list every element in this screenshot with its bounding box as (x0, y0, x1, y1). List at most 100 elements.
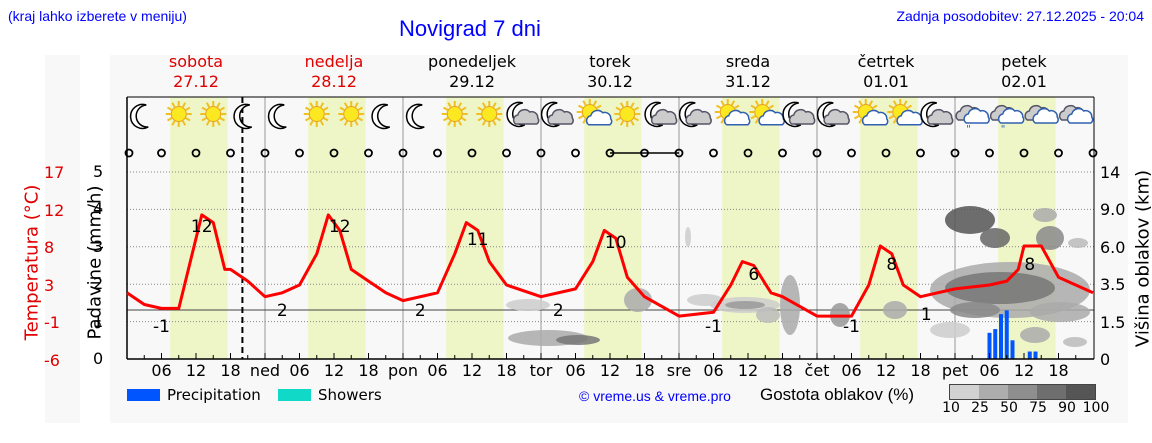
last-update: Zadnja posodobitev: 27.12.2025 - 20:04 (896, 8, 1144, 24)
temp-annotation: -1 (843, 317, 860, 337)
wind-marker (433, 148, 442, 158)
x-tick: 18 (772, 361, 793, 380)
x-tick: 06 (427, 361, 448, 380)
x-tick: 06 (289, 361, 310, 380)
cloud-height-tick: 1.5 (1100, 312, 1126, 332)
precipitation-bar (987, 332, 992, 359)
day-date: 30.12 (587, 72, 633, 91)
x-tick: ned (249, 361, 281, 380)
wind-marker (916, 148, 925, 158)
temp-annotation: 1 (921, 305, 932, 325)
sun-cloud-icon (576, 99, 613, 126)
sun-icon (200, 101, 227, 127)
wind-marker (329, 148, 339, 158)
precip-tick: 5 (93, 162, 104, 181)
moon-icon (233, 103, 253, 130)
moon-cloud-icon (506, 101, 540, 128)
wind-marker (950, 148, 960, 158)
cloud-density-area (506, 299, 550, 311)
wind-marker (881, 148, 891, 158)
day-name: sreda (725, 52, 771, 71)
cloud-density-area (685, 227, 691, 247)
wind-marker (124, 148, 134, 158)
cloud-height-tick: 3.5 (1100, 275, 1126, 295)
x-tick: čet (804, 361, 830, 380)
temp-axis-title: Temperatura (°C) (21, 184, 43, 341)
x-tick: pon (387, 361, 419, 380)
cloud-density-tick: 25 (971, 400, 989, 416)
temp-tick: -1 (44, 313, 60, 332)
page-title: Novigrad 7 dni (399, 16, 541, 41)
x-tick: pet (941, 361, 969, 380)
x-tick: 18 (496, 361, 517, 380)
x-tick: 12 (599, 361, 621, 380)
sun-icon (614, 101, 641, 127)
x-tick: 12 (461, 361, 483, 380)
cloud-density-label: Gostota oblakov (%) (760, 385, 915, 404)
temp-tick: 3 (44, 275, 55, 295)
precipitation-bar (1033, 351, 1038, 359)
x-tick: 06 (841, 361, 862, 380)
x-tick: tor (529, 361, 553, 380)
x-tick: 12 (185, 361, 207, 380)
precip-tick: 2 (93, 274, 104, 294)
cloud-rain-icon: " (955, 104, 990, 135)
cloud-density-scale (949, 384, 1096, 400)
cloud-icon (1058, 104, 1094, 124)
day-header-5: četrtek 01.01 (817, 52, 955, 92)
moon-icon (405, 103, 425, 130)
wind-marker (191, 148, 201, 158)
cloud-density-area (1036, 226, 1064, 250)
moon-icon (267, 103, 287, 130)
sun-cloud-icon (749, 99, 785, 126)
day-header-2: ponedeljek 29.12 (403, 52, 541, 92)
cloud-density-area (624, 288, 652, 312)
day-date: 27.12 (173, 72, 219, 91)
day-name: torek (589, 52, 631, 71)
wind-marker (157, 148, 166, 158)
precipitation-bar (993, 329, 998, 359)
moon-cloud-icon (782, 101, 816, 128)
x-tick: 12 (323, 361, 345, 380)
x-tick: 18 (634, 361, 655, 380)
precipitation-bar (1004, 310, 1009, 359)
x-tick: 18 (1048, 361, 1069, 380)
wind-marker (536, 148, 546, 158)
temp-annotation: 11 (467, 230, 489, 250)
cloud-density-area (945, 206, 995, 234)
cloud-height-tick: 0 (1100, 350, 1111, 369)
temperature-line (126, 213, 1094, 318)
x-tick: sre (666, 361, 692, 380)
moon-cloud-icon (678, 101, 712, 128)
day-header-3: torek 30.12 (541, 52, 679, 92)
moon-cloud-icon (644, 101, 678, 128)
wind-marker (398, 148, 408, 158)
cloud-height-tick: 9.0 (1100, 200, 1126, 220)
day-name: petek (1001, 52, 1047, 71)
wind-marker (743, 148, 753, 158)
temp-annotation: 6 (748, 265, 759, 285)
cloud-density-area (1030, 302, 1090, 322)
location-hint-link[interactable]: (kraj lahko izberete v meniju) (8, 8, 187, 24)
temp-annotation: 2 (415, 301, 426, 321)
day-name: ponedeljek (428, 52, 516, 71)
temp-tick: 12 (44, 200, 65, 220)
day-date: 01.01 (863, 72, 909, 91)
cloud-height-axis-title: Višina oblakov (km) (1132, 169, 1152, 348)
day-header-0: sobota 27.12 (127, 52, 265, 92)
temp-tick: 17 (44, 163, 65, 182)
wind-marker (847, 148, 856, 158)
cloud-density-area (1020, 327, 1050, 343)
precip-tick: 3 (93, 236, 104, 256)
x-tick: 12 (875, 361, 897, 380)
temp-annotation: 12 (191, 217, 213, 237)
x-tick: 12 (737, 361, 759, 380)
cloud-density-area (930, 322, 970, 338)
wind-marker (260, 148, 270, 158)
cloud-density-area (556, 335, 600, 345)
cloud-density-area (780, 275, 800, 335)
x-tick: 18 (358, 361, 379, 380)
credit-link[interactable]: © vreme.us & vreme.pro (579, 388, 731, 404)
wind-marker (778, 148, 787, 158)
